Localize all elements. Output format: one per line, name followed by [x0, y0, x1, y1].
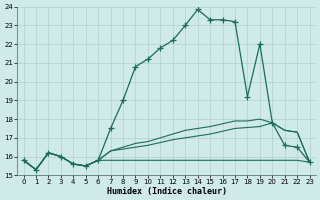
- X-axis label: Humidex (Indice chaleur): Humidex (Indice chaleur): [107, 187, 227, 196]
